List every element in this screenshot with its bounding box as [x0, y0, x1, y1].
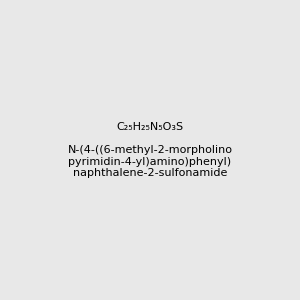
Text: C₂₅H₂₅N₅O₃S

N-(4-((6-methyl-2-morpholino
pyrimidin-4-yl)amino)phenyl)
naphthale: C₂₅H₂₅N₅O₃S N-(4-((6-methyl-2-morpholino…	[68, 122, 232, 178]
